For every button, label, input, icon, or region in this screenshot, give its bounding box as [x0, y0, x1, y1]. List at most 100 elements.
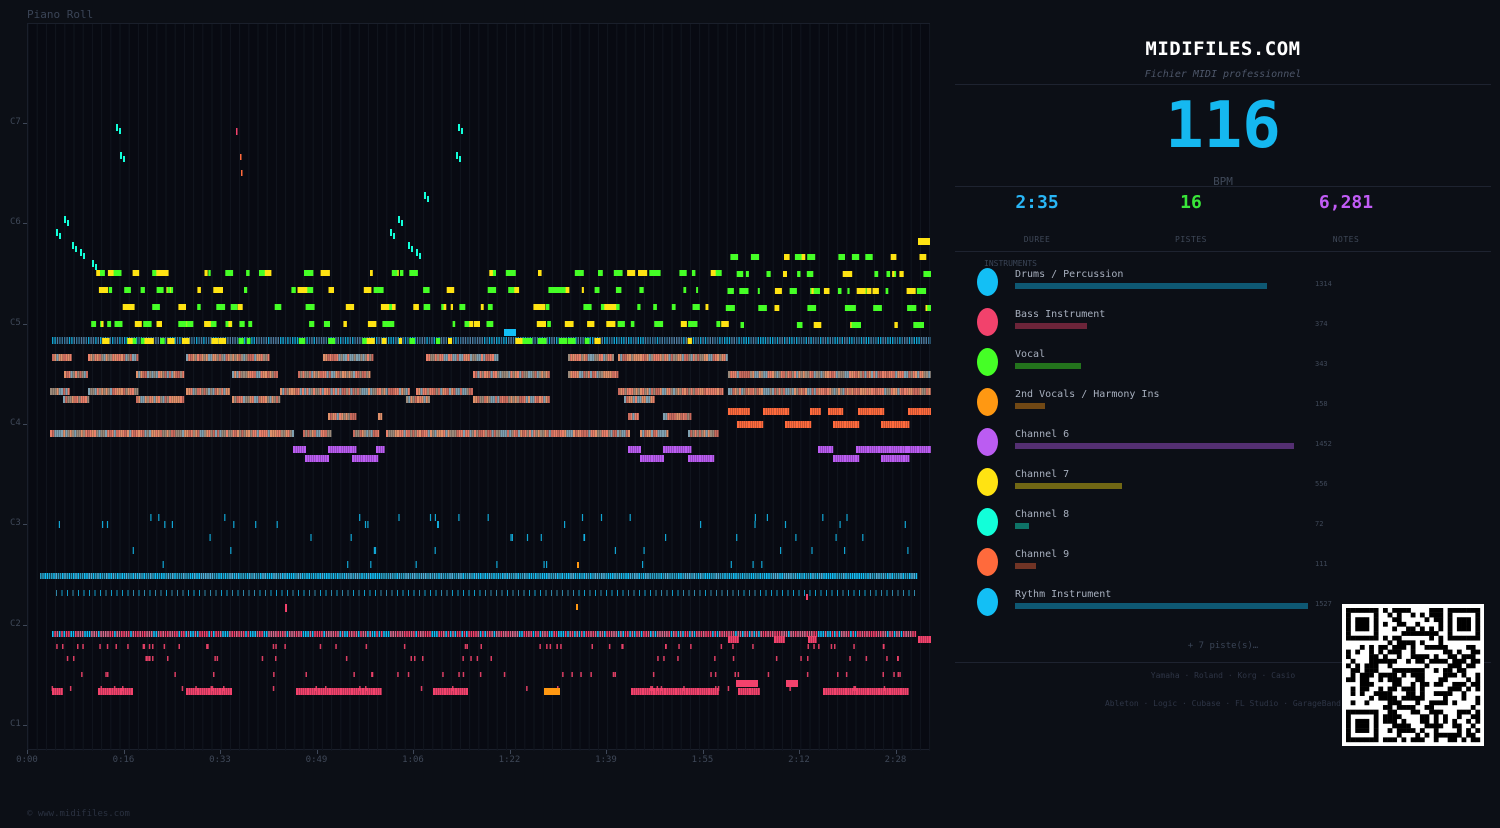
midi-note: [142, 644, 145, 649]
midi-note: [193, 590, 195, 596]
instrument-row[interactable]: 2nd Vocals / Harmony Ins 158: [977, 383, 1337, 423]
qr-module: [1443, 668, 1448, 673]
qr-module: [1429, 709, 1434, 715]
midi-note: [908, 388, 911, 395]
instrument-row[interactable]: Channel 9 111: [977, 543, 1337, 583]
midi-note: [743, 337, 745, 344]
midi-note: [483, 354, 486, 361]
qr-module: [1396, 635, 1402, 641]
qr-module: [1406, 640, 1411, 646]
instrument-row[interactable]: Channel 6 1452: [977, 423, 1337, 463]
midi-note: [244, 287, 248, 293]
midi-note: [556, 590, 558, 596]
instrument-row[interactable]: Channel 7 556: [977, 463, 1337, 503]
midi-note: [551, 590, 552, 596]
instrument-row[interactable]: Bass Instrument 374: [977, 303, 1337, 343]
midi-note: [234, 354, 237, 361]
qr-module: [1466, 644, 1471, 650]
midi-note: [534, 590, 536, 596]
midi-note: [315, 688, 318, 695]
midi-note: [386, 590, 387, 596]
midi-note: [864, 688, 867, 695]
qr-module: [1443, 691, 1448, 696]
midi-note: [853, 590, 855, 596]
midi-note: [329, 354, 332, 361]
midi-note: [313, 337, 315, 344]
midi-note: [479, 672, 482, 677]
midi-note: [54, 354, 57, 361]
instrument-row[interactable]: Drums / Percussion 1314: [977, 263, 1337, 303]
midi-note: [859, 590, 860, 596]
midi-note: [853, 388, 856, 395]
midi-note: [380, 631, 383, 637]
midi-note: [629, 388, 631, 395]
midi-note: [189, 321, 194, 327]
instrument-row[interactable]: Channel 8 72: [977, 503, 1337, 543]
midi-note: [476, 656, 479, 661]
midi-note: [304, 371, 307, 378]
instrument-row[interactable]: Rythm Instrument 1527: [977, 583, 1337, 623]
midi-note: [793, 590, 794, 596]
midi-note: [668, 631, 670, 637]
midi-note: [460, 430, 463, 437]
midi-note: [727, 288, 734, 294]
midi-note: [739, 573, 742, 579]
midi-note: [294, 337, 296, 344]
midi-note: [62, 644, 64, 649]
midi-note: [123, 573, 126, 579]
midi-note: [396, 573, 398, 579]
midi-note: [219, 631, 222, 637]
midi-note: [376, 337, 378, 344]
midi-note: [579, 371, 581, 378]
instrument-row[interactable]: Vocal 343: [977, 343, 1337, 383]
midi-note: [461, 631, 463, 637]
midi-note: [736, 337, 738, 344]
midi-note: [394, 388, 397, 395]
midi-note: [849, 688, 852, 695]
midi-note: [914, 408, 917, 415]
midi-note: [258, 337, 260, 344]
instrument-name: Channel 7: [1015, 469, 1070, 480]
midi-note: [690, 688, 693, 695]
instrument-share-bar: [1015, 403, 1045, 409]
midi-note: [158, 514, 160, 521]
midi-note: [830, 408, 833, 415]
midi-note: [75, 631, 77, 637]
midi-note: [813, 644, 815, 649]
midi-note: [72, 371, 75, 378]
midi-note: [121, 631, 123, 637]
midi-note: [183, 631, 185, 637]
midi-note: [201, 388, 204, 395]
midi-note: [794, 573, 797, 579]
midi-note: [757, 288, 760, 294]
midi-note: [287, 430, 290, 437]
piano-roll[interactable]: [27, 23, 931, 751]
midi-note: [216, 388, 219, 395]
midi-note: [431, 573, 434, 579]
midi-note: [366, 430, 369, 437]
midi-note: [906, 388, 909, 395]
midi-note: [696, 287, 699, 293]
midi-note: [468, 590, 470, 596]
qr-module: [1382, 654, 1388, 660]
midi-note: [532, 396, 535, 403]
midi-note: [113, 688, 116, 695]
qr-module: [1406, 668, 1411, 673]
midi-note: [597, 287, 600, 293]
midi-note: [197, 354, 199, 361]
midi-note: [369, 590, 371, 596]
midi-note: [428, 354, 431, 361]
midi-note: [754, 521, 756, 528]
midi-note: [318, 430, 321, 437]
midi-note: [640, 430, 642, 437]
qr-module: [1475, 621, 1481, 627]
midi-note: [199, 631, 201, 637]
midi-note: [76, 337, 78, 344]
piano-roll-canvas[interactable]: [28, 24, 931, 751]
midi-note: [860, 446, 863, 453]
midi-note: [866, 408, 869, 415]
midi-note: [851, 254, 860, 260]
midi-note: [324, 388, 326, 395]
midi-note: [265, 354, 268, 361]
midi-note: [778, 636, 781, 643]
